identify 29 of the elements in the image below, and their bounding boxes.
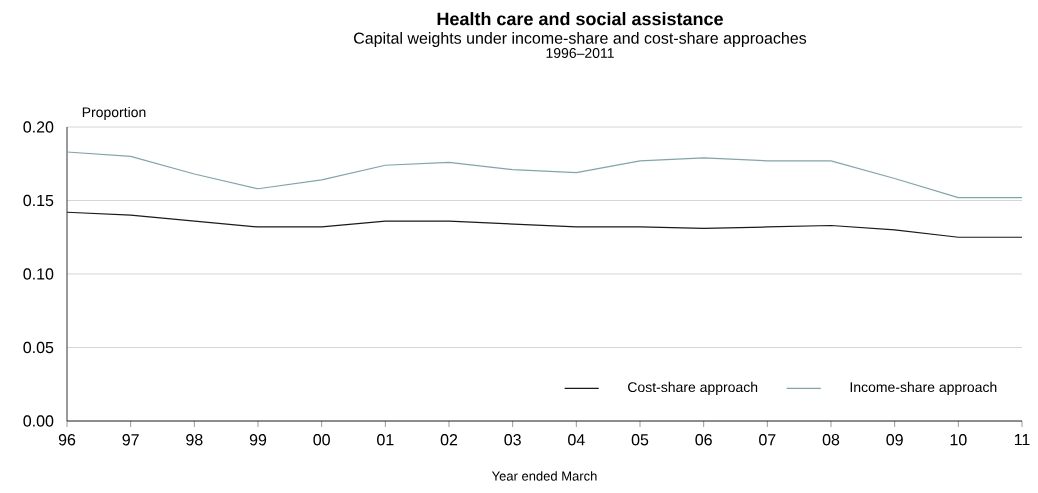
y-tick-label: 0.10 (23, 268, 54, 280)
x-tick-label: 03 (504, 434, 521, 446)
x-axis-title: Year ended March (491, 471, 597, 481)
chart-title: Health care and social assistance (437, 12, 723, 26)
y-tick-label: 0.05 (23, 341, 54, 354)
y-tick-label: 0.00 (23, 415, 54, 427)
x-tick-label: 02 (440, 434, 458, 446)
x-tick-label: 08 (822, 434, 840, 446)
x-tick-label: 96 (58, 434, 76, 446)
x-tick-label: 00 (313, 434, 330, 446)
text: 1996–2011 (546, 48, 614, 58)
y-tick-label: 0.20 (23, 121, 54, 133)
line-series (66, 151, 1023, 199)
legend-label: Income-share approach (850, 381, 997, 395)
x-tick-label: 98 (186, 434, 203, 446)
x-tick-label: 04 (568, 434, 585, 446)
x-tick-label: 07 (759, 434, 776, 446)
x-tick-label: 05 (631, 434, 649, 446)
x-tick-label: 99 (249, 434, 267, 446)
x-tick-label: 06 (695, 434, 712, 446)
x-tick-label: 11 (1014, 434, 1030, 446)
x-tick-label: 09 (886, 434, 903, 446)
x-tick-label: 97 (122, 434, 139, 446)
legend-label: Cost-share approach (628, 381, 758, 395)
x-tick-label: 10 (950, 434, 967, 446)
y-axis-title: Proportion (82, 106, 146, 120)
x-tick-label: 01 (377, 434, 394, 446)
chart-subtitle: Capital weights under income-share and cost-share approaches (354, 32, 807, 47)
y-tick-label: 0.15 (23, 194, 54, 207)
